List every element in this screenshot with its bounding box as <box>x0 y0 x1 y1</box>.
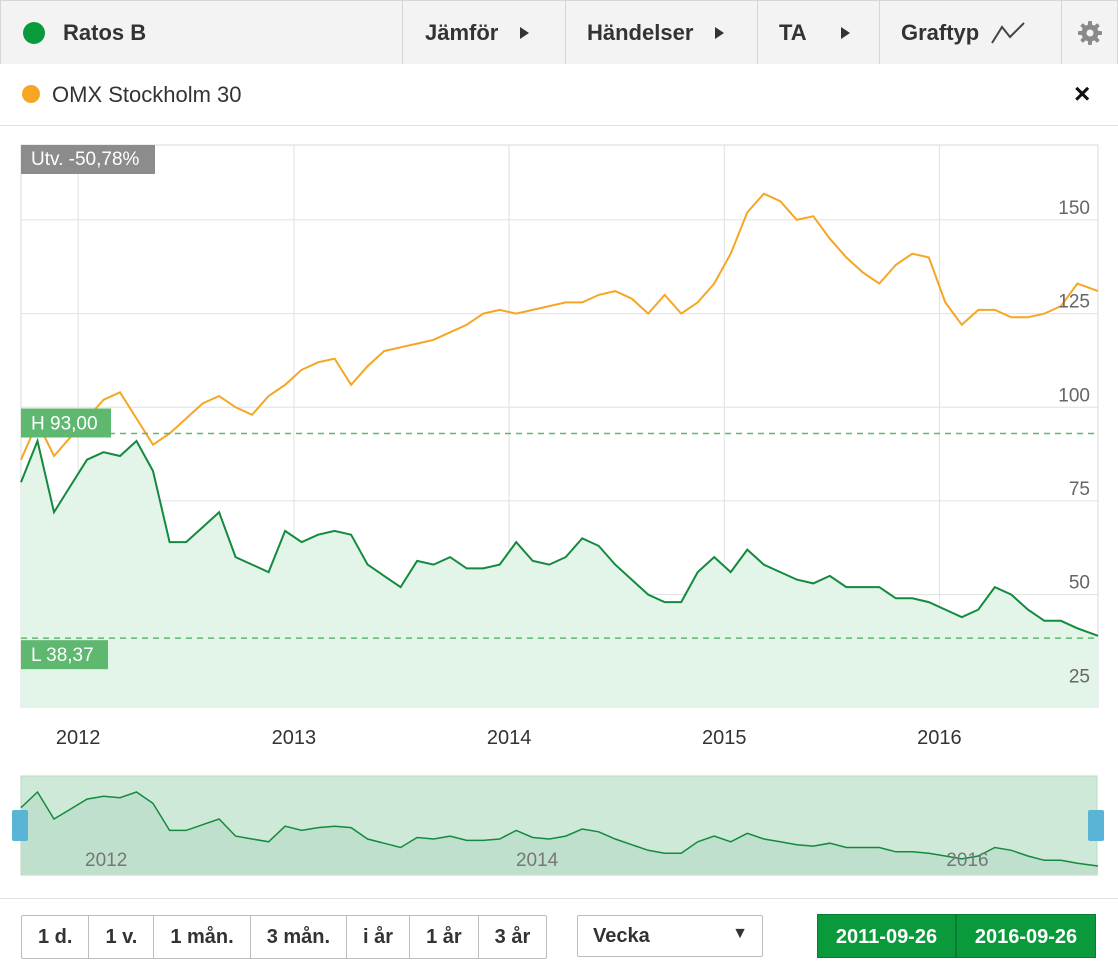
menu-events[interactable]: Händelser <box>565 1 757 64</box>
interval-select[interactable]: Vecka ▼ <box>577 915 763 957</box>
change-badge: Utv. -50,78% <box>31 149 140 170</box>
range-button-3m[interactable]: 3 mån. <box>251 916 348 958</box>
menu-compare[interactable]: Jämför <box>402 1 565 64</box>
y-axis-ticks: 25 50 75 100 125 150 <box>1058 198 1090 687</box>
range-button-group: 1 d. 1 v. 1 mån. 3 mån. i år 1 år 3 år <box>21 915 548 959</box>
range-button-1w[interactable]: 1 v. <box>89 916 155 958</box>
navigator-left-handle[interactable] <box>12 810 28 841</box>
navigator-year-label: 2016 <box>946 850 988 871</box>
menu-ta-label: TA <box>779 19 807 45</box>
chart-toolbar: Ratos B Jämför Händelser TA Graftyp <box>0 0 1118 65</box>
x-tick-label: 2016 <box>917 727 962 749</box>
menu-chart-type-label: Graftyp <box>901 19 980 45</box>
line-chart-icon <box>991 21 1025 44</box>
y-tick-label: 125 <box>1058 292 1090 313</box>
index-series-line <box>20 192 1099 461</box>
navigator-year-labels: 2012 2014 2016 <box>85 850 989 871</box>
interval-select-value: Vecka <box>593 925 650 947</box>
low-badge-bg <box>21 640 108 670</box>
y-tick-label: 150 <box>1058 198 1090 219</box>
stock-status-dot <box>23 21 45 44</box>
y-tick-label: 25 <box>1069 666 1090 687</box>
remove-comparison-button[interactable]: × <box>1074 78 1091 109</box>
navigator-year-label: 2012 <box>85 850 127 871</box>
comparison-index-label: OMX Stockholm 30 <box>52 82 242 107</box>
stock-series-line <box>20 437 1099 637</box>
low-badge: L 38,37 <box>31 645 94 666</box>
navigator-right-handle[interactable] <box>1088 810 1104 841</box>
high-badge: H 93,00 <box>31 413 98 434</box>
x-tick-label: 2013 <box>272 727 317 749</box>
x-tick-label: 2012 <box>56 727 101 749</box>
menu-events-label: Händelser <box>587 19 694 45</box>
stock-title-area: Ratos B <box>1 1 401 64</box>
range-button-3y[interactable]: 3 år <box>494 926 531 948</box>
menu-compare-label: Jämför <box>425 19 499 45</box>
play-arrow-icon <box>520 26 530 39</box>
index-color-dot <box>22 85 40 103</box>
comparison-legend-row: OMX Stockholm 30 × <box>0 64 1118 126</box>
gear-icon <box>1077 20 1102 45</box>
menu-ta[interactable]: TA <box>757 1 879 64</box>
navigator-area-fill <box>21 792 1098 874</box>
bottom-controls <box>0 898 1118 974</box>
y-tick-label: 100 <box>1058 385 1090 406</box>
y-tick-label: 50 <box>1069 573 1090 594</box>
x-axis-ticks: 2012 2013 2014 2015 2016 <box>56 727 962 749</box>
play-arrow-icon <box>840 26 850 39</box>
date-from-button[interactable]: 2011-09-26 <box>817 914 956 958</box>
stock-area-fill <box>21 441 1098 707</box>
range-button-1d[interactable]: 1 d. <box>22 916 90 958</box>
navigator-year-label: 2014 <box>516 850 559 871</box>
range-button-1y[interactable]: 1 år <box>410 916 479 958</box>
high-badge-bg <box>21 408 111 438</box>
price-chart: 25 50 75 100 125 150 2012 2013 2014 2015 2016 Utv… <box>12 144 1104 876</box>
y-tick-label: 75 <box>1069 479 1090 500</box>
menu-chart-type[interactable]: Graftyp <box>879 1 1061 64</box>
date-to-button[interactable]: 2016-09-26 <box>956 914 1096 958</box>
range-button-1m[interactable]: 1 mån. <box>154 916 251 958</box>
caret-down-icon: ▼ <box>732 925 748 942</box>
range-button-ytd[interactable]: i år <box>347 916 411 958</box>
change-badge-bg <box>21 145 155 174</box>
play-arrow-icon <box>715 26 725 39</box>
stock-name: Ratos B <box>63 19 147 45</box>
navigator-series-line <box>20 790 1099 867</box>
x-tick-label: 2014 <box>487 727 532 749</box>
x-tick-label: 2015 <box>702 727 747 749</box>
settings-button[interactable] <box>1061 1 1117 64</box>
